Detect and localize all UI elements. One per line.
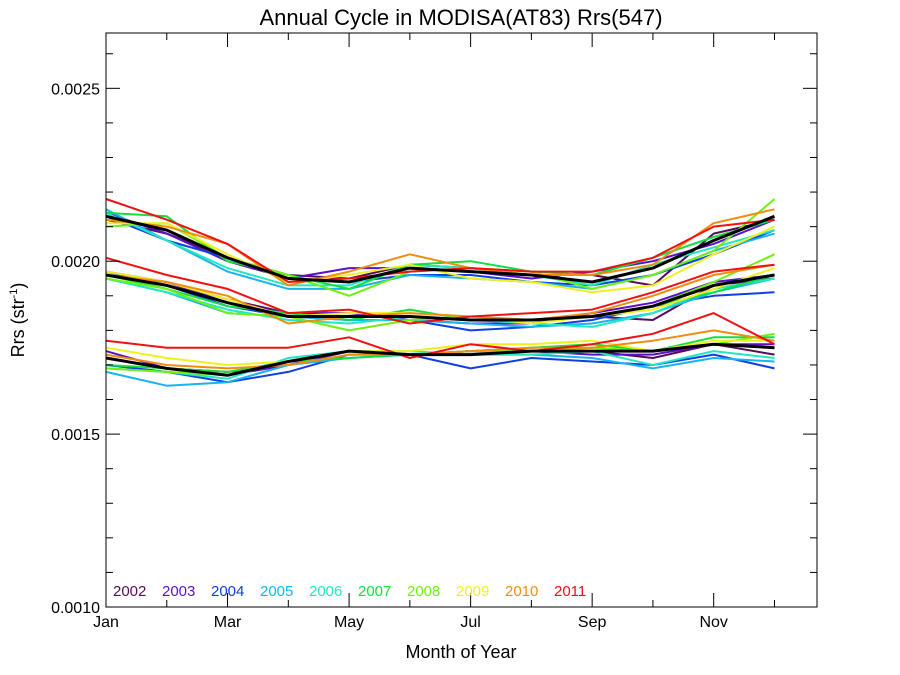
legend-item-2007: 2007 bbox=[358, 583, 391, 600]
chart-title: Annual Cycle in MODISA(AT83) Rrs(547) bbox=[259, 5, 662, 30]
series-line-2011-group-3 bbox=[105, 312, 775, 359]
y-tick-label: 0.0025 bbox=[51, 81, 100, 98]
legend-item-2011: 2011 bbox=[554, 583, 586, 600]
series-line-2011-group-2 bbox=[105, 256, 775, 325]
y-axis-title-close: ) bbox=[8, 283, 28, 289]
legend-item-2002: 2002 bbox=[113, 583, 146, 600]
series-line-2006-group-1 bbox=[105, 211, 775, 287]
mean-line-group-2 bbox=[105, 273, 775, 322]
y-tick-label: 0.0010 bbox=[51, 600, 100, 617]
legend-item-2003: 2003 bbox=[162, 583, 195, 600]
mean-line-group-1 bbox=[105, 214, 776, 284]
x-tick-label: May bbox=[334, 614, 364, 631]
y-axis-title-exponent: -1 bbox=[8, 289, 20, 299]
series-line-2004-group-3 bbox=[105, 353, 775, 384]
legend-item-2005: 2005 bbox=[260, 583, 293, 600]
axis-ticks bbox=[105, 33, 817, 608]
legend: 2002 2003 2004 2005 2006 2007 2008 2009 2010 2011 bbox=[113, 583, 586, 600]
plot-frame bbox=[105, 32, 818, 608]
series-line-2010-group-3 bbox=[105, 329, 775, 370]
y-axis-title-text: Rrs (str bbox=[8, 298, 28, 357]
series-line-2010-group-2 bbox=[105, 263, 775, 325]
y-tick-label: 0.0020 bbox=[51, 254, 100, 271]
legend-item-2006: 2006 bbox=[309, 583, 342, 600]
plot-lines bbox=[105, 198, 776, 387]
y-tick-label: 0.0015 bbox=[51, 427, 100, 444]
legend-item-2009: 2009 bbox=[456, 583, 489, 600]
legend-item-2010: 2010 bbox=[505, 583, 538, 600]
mean-line-group-3 bbox=[105, 342, 775, 377]
x-tick-label: Mar bbox=[214, 614, 242, 631]
tick-labels: Jan Mar May Jul Sep Nov 0.0010 0.0015 0.0020 0.00… bbox=[51, 81, 728, 631]
series-line-2010-group-1 bbox=[105, 208, 775, 287]
x-tick-label: Nov bbox=[699, 614, 727, 631]
x-tick-label: Jan bbox=[93, 614, 119, 631]
x-tick-label: Jul bbox=[460, 614, 480, 631]
y-axis-title: Rrs (str-1) bbox=[8, 283, 28, 358]
x-tick-label: Sep bbox=[578, 614, 607, 631]
legend-item-2008: 2008 bbox=[407, 583, 440, 600]
series-line-2009-group-1 bbox=[106, 222, 775, 294]
legend-item-2004: 2004 bbox=[211, 583, 244, 600]
x-axis-title: Month of Year bbox=[405, 642, 516, 662]
